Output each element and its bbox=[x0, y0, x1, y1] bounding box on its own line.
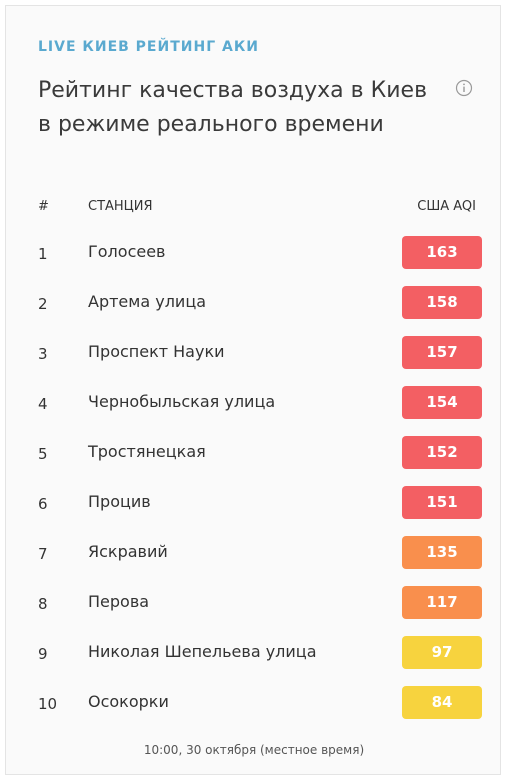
row-station[interactable]: Тростянецкая bbox=[88, 442, 206, 461]
row-station[interactable]: Голосеев bbox=[88, 242, 166, 261]
table-row[interactable]: 5 Тростянецкая 152 bbox=[6, 428, 502, 478]
aqi-badge: 158 bbox=[402, 286, 482, 319]
aqi-badge: 154 bbox=[402, 386, 482, 419]
row-rank: 4 bbox=[38, 395, 48, 413]
ranking-title: Рейтинг качества воздуха в Киев в режиме… bbox=[38, 78, 428, 137]
table-row[interactable]: 3 Проспект Науки 157 bbox=[6, 328, 502, 378]
table-row[interactable]: 6 Процив 151 bbox=[6, 478, 502, 528]
row-rank: 10 bbox=[38, 695, 58, 713]
ranking-eyebrow: LIVE КИЕВ РЕЙТИНГ АКИ bbox=[38, 39, 259, 55]
aqi-badge: 84 bbox=[402, 686, 482, 719]
table-row[interactable]: 4 Чернобыльская улица 154 bbox=[6, 378, 502, 428]
row-station[interactable]: Артема улица bbox=[88, 292, 207, 311]
row-rank: 1 bbox=[38, 245, 48, 263]
row-rank: 6 bbox=[38, 495, 48, 513]
table-row[interactable]: 1 Голосеев 163 bbox=[6, 228, 502, 278]
aqi-badge: 117 bbox=[402, 586, 482, 619]
row-station[interactable]: Яскравий bbox=[88, 542, 168, 561]
aqi-badge: 157 bbox=[402, 336, 482, 369]
row-rank: 3 bbox=[38, 345, 48, 363]
row-station[interactable]: Чернобыльская улица bbox=[88, 392, 276, 411]
row-rank: 7 bbox=[38, 545, 48, 563]
row-station[interactable]: Процив bbox=[88, 492, 151, 511]
aqi-badge: 135 bbox=[402, 536, 482, 569]
row-station[interactable]: Перова bbox=[88, 592, 150, 611]
row-station[interactable]: Проспект Науки bbox=[88, 342, 225, 361]
row-station[interactable]: Осокорки bbox=[88, 692, 169, 711]
table-row[interactable]: 8 Перова 117 bbox=[6, 578, 502, 628]
column-header-aqi: США AQI bbox=[417, 199, 476, 214]
aqi-badge: 97 bbox=[402, 636, 482, 669]
update-timestamp: 10:00, 30 октября (местное время) bbox=[143, 743, 365, 757]
row-rank: 2 bbox=[38, 295, 48, 313]
table-row[interactable]: 7 Яскравий 135 bbox=[6, 528, 502, 578]
row-rank: 9 bbox=[38, 645, 48, 663]
table-row[interactable]: 10 Осокорки 84 bbox=[6, 678, 502, 728]
row-rank: 8 bbox=[38, 595, 48, 613]
table-row[interactable]: 9 Николая Шепельева улица 97 bbox=[6, 628, 502, 678]
aqi-ranking-card: LIVE КИЕВ РЕЙТИНГ АКИ Рейтинг качества в… bbox=[5, 5, 501, 775]
table-row[interactable]: 2 Артема улица 158 bbox=[6, 278, 502, 328]
info-circle-icon[interactable] bbox=[455, 79, 473, 97]
aqi-badge: 151 bbox=[402, 486, 482, 519]
column-header-station: СТАНЦИЯ bbox=[88, 199, 153, 214]
row-rank: 5 bbox=[38, 445, 48, 463]
aqi-badge: 163 bbox=[402, 236, 482, 269]
row-station[interactable]: Николая Шепельева улица bbox=[88, 642, 317, 661]
column-header-rank: # bbox=[38, 199, 49, 214]
aqi-badge: 152 bbox=[402, 436, 482, 469]
